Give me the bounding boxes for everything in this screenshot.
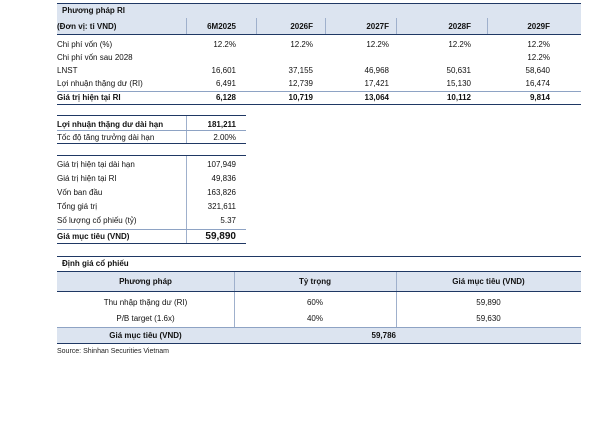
cell: 10,112 bbox=[446, 93, 471, 102]
summary-label: Số lượng cổ phiếu (tỷ) bbox=[57, 216, 137, 225]
col-header: 2026F bbox=[290, 22, 313, 31]
row-label: Chi phí vốn (%) bbox=[57, 40, 113, 49]
source-note: Source: Shinhan Securities Vietnam bbox=[57, 348, 169, 355]
cell: 6,128 bbox=[215, 93, 236, 102]
cell: 10,719 bbox=[288, 93, 313, 102]
valuation-header-method: Phương pháp bbox=[119, 277, 172, 286]
long-term-value: 181,211 bbox=[207, 120, 236, 129]
summary-value: 5.37 bbox=[220, 216, 236, 225]
summary-value: 163,826 bbox=[207, 188, 236, 197]
row-label: Giá trị hiện tại RI bbox=[57, 93, 121, 102]
col-header: 2027F bbox=[366, 22, 389, 31]
summary-value: 49,836 bbox=[211, 174, 236, 183]
cell: 13,064 bbox=[364, 93, 389, 102]
cell: 12,739 bbox=[288, 79, 313, 88]
target-price-label: Giá mục tiêu (VND) bbox=[57, 232, 130, 241]
long-term-label: Lợi nhuận thặng dư dài hạn bbox=[57, 120, 164, 129]
valuation-method: Thu nhập thặng dư (RI) bbox=[103, 298, 188, 307]
col-header: 6M2025 bbox=[207, 22, 236, 31]
cell: 9,814 bbox=[529, 93, 550, 102]
valuation-total-label: Giá mục tiêu (VND) bbox=[109, 331, 182, 340]
summary-value: 321,611 bbox=[207, 202, 236, 211]
cell: 17,421 bbox=[364, 79, 389, 88]
valuation-price: 59,890 bbox=[476, 298, 501, 307]
valuation-weight: 60% bbox=[306, 298, 323, 307]
cell: 12.2% bbox=[448, 40, 471, 49]
long-term-label: Tốc độ tăng trưởng dài hạn bbox=[57, 133, 155, 142]
summary-label: Giá trị hiện tại RI bbox=[57, 174, 117, 183]
col-header: 2028F bbox=[448, 22, 471, 31]
cell: 12.2% bbox=[290, 40, 313, 49]
cell: 16,601 bbox=[211, 66, 236, 75]
cell: 16,474 bbox=[525, 79, 550, 88]
row-label: Chi phí vốn sau 2028 bbox=[57, 53, 133, 62]
summary-label: Tổng giá trị bbox=[57, 202, 98, 211]
cell: 58,640 bbox=[525, 66, 550, 75]
unit-label: (Đơn vị: tỉ VND) bbox=[57, 22, 117, 31]
summary-value: 107,949 bbox=[207, 160, 236, 169]
valuation-title: Định giá cổ phiếu bbox=[62, 259, 129, 268]
cell: 12.2% bbox=[213, 40, 236, 49]
col-header: 2029F bbox=[527, 22, 550, 31]
cell: 15,130 bbox=[446, 79, 471, 88]
valuation-method: P/B target (1.6x) bbox=[116, 314, 175, 323]
target-price-value: 59,890 bbox=[205, 231, 236, 242]
cell: 12.2% bbox=[527, 40, 550, 49]
long-term-value: 2.00% bbox=[213, 133, 236, 142]
row-label: LNST bbox=[57, 66, 78, 75]
cell: 50,631 bbox=[446, 66, 471, 75]
cell: 46,968 bbox=[364, 66, 389, 75]
cell: 6,491 bbox=[215, 79, 236, 88]
valuation-price: 59,630 bbox=[476, 314, 501, 323]
summary-label: Vốn ban đầu bbox=[57, 188, 103, 197]
cell: 37,155 bbox=[288, 66, 313, 75]
cell: 12.2% bbox=[366, 40, 389, 49]
row-label: Lợi nhuận thặng dư (RI) bbox=[57, 79, 143, 88]
ri-table-title: Phương pháp RI bbox=[62, 6, 126, 15]
valuation-total-value: 59,786 bbox=[371, 331, 396, 340]
summary-label: Giá trị hiện tại dài hạn bbox=[57, 160, 135, 169]
valuation-header-weight: Tỷ trọng bbox=[299, 277, 331, 286]
valuation-header-price: Giá mục tiêu (VND) bbox=[452, 277, 525, 286]
valuation-weight: 40% bbox=[306, 314, 323, 323]
cell: 12.2% bbox=[527, 53, 550, 62]
